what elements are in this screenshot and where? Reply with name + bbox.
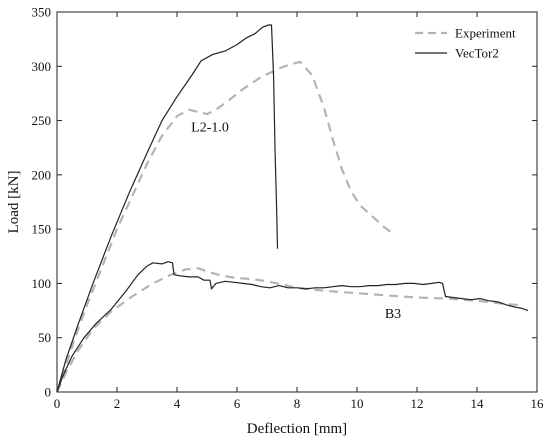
annotations: L2-1.0 B3 [191, 120, 401, 322]
x-tick-label: 4 [174, 396, 181, 411]
y-tick-label: 0 [45, 385, 52, 400]
legend-label: Experiment [455, 26, 516, 41]
y-tick-label: 300 [32, 59, 52, 74]
series-line-experiment-b3 [56, 267, 520, 393]
series-layer [55, 24, 529, 393]
x-tick-label: 6 [234, 396, 241, 411]
y-tick-label: 150 [32, 222, 52, 237]
x-tick-label: 2 [114, 396, 121, 411]
x-tick-label: 0 [54, 396, 61, 411]
ticks-layer: 0 2 4 6 8 10 12 14 16 0 50 100 150 200 250 300 350 [32, 5, 545, 412]
series-annotation: L2-1.0 [191, 120, 229, 135]
y-tick-label: 350 [32, 5, 52, 20]
y-tick-label: 250 [32, 113, 52, 128]
series-line-vector2-b3 [56, 261, 529, 393]
y-tick-label: 50 [38, 330, 51, 345]
y-tick-label: 100 [32, 276, 52, 291]
y-axis-label: Load [kN] [6, 171, 22, 234]
x-axis-label: Deflection [mm] [247, 421, 347, 437]
x-tick-label: 8 [294, 396, 301, 411]
y-tick-label: 200 [32, 167, 52, 182]
legend-label: VecTor2 [455, 46, 499, 61]
x-tick-label: 12 [411, 396, 424, 411]
series-annotation: B3 [385, 307, 401, 322]
x-tick-label: 14 [471, 396, 485, 411]
legend: Experiment VecTor2 [415, 26, 516, 61]
x-tick-label: 16 [531, 396, 545, 411]
x-tick-label: 10 [351, 396, 364, 411]
series-line-vector2-l2-1-0 [56, 24, 279, 393]
